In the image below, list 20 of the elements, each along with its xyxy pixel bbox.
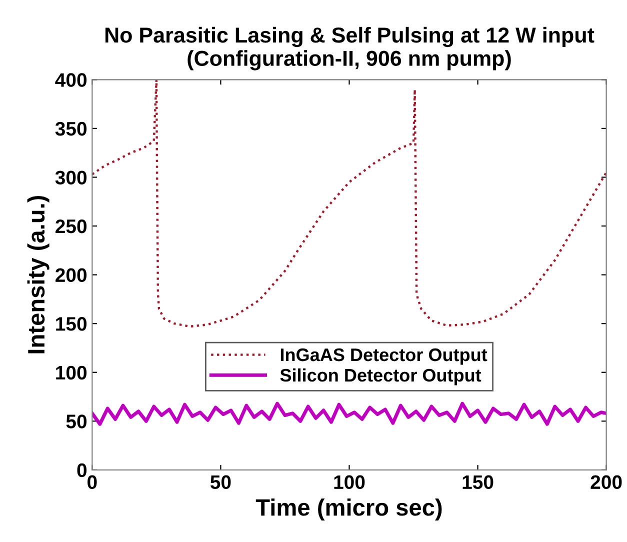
x-tick-label: 100 (334, 475, 365, 490)
x-tick-label: 50 (210, 475, 231, 490)
x-tick-label: 200 (590, 475, 622, 490)
legend-label: Silicon Detector Output (280, 368, 482, 386)
y-axis-title: Intensity (a.u.) (27, 196, 50, 354)
y-tick-label: 100 (56, 366, 87, 380)
y-tick-label: 200 (56, 268, 87, 282)
y-tick-label: 350 (55, 122, 87, 136)
y-tick-label: 50 (66, 414, 87, 428)
y-tick-label: 250 (56, 219, 87, 234)
y-tick-label: 150 (56, 317, 87, 331)
x-tick-label: 0 (88, 475, 97, 490)
y-tick-label: 400 (55, 73, 87, 87)
x-axis-title: Time (micro sec) (256, 498, 442, 520)
y-tick-label: 0 (77, 463, 87, 478)
x-tick-label: 150 (462, 475, 494, 490)
chart-title: No Parasitic Lasing & Self Pulsing at 12 W input (Configuration-II, 906 nm pump) (105, 26, 594, 70)
line-series (92, 402, 606, 426)
y-tick-label: 300 (55, 170, 87, 184)
legend-label: InGaAS Detector Output (280, 348, 488, 365)
